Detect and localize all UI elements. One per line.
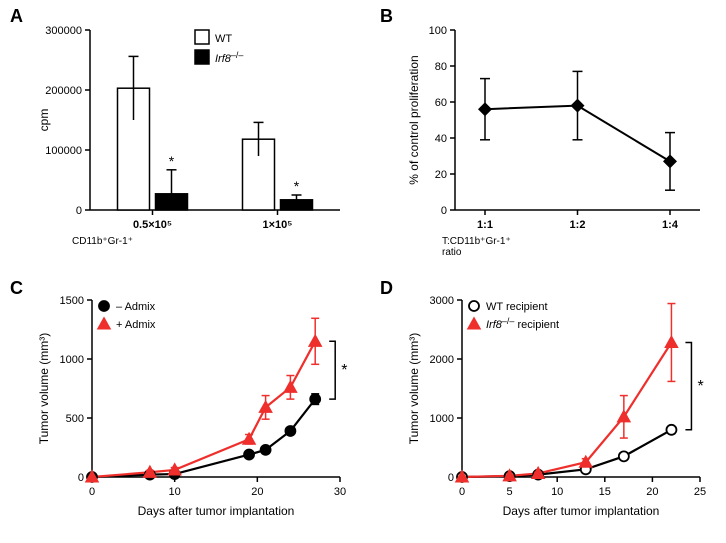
svg-text:*: * — [294, 178, 300, 194]
chart-a: 0 100000 200000 300000 cpm 0.5×10⁵ * 1×10⁵ * CD11… — [30, 10, 360, 260]
svg-text:1:2: 1:2 — [570, 219, 586, 231]
panel-label-c: C — [10, 278, 23, 299]
marker-triangle — [243, 433, 255, 444]
svg-text:1:4: 1:4 — [662, 219, 679, 231]
marker-diamond — [571, 99, 585, 113]
svg-text:T:CD11b⁺Gr-1⁺: T:CD11b⁺Gr-1⁺ — [442, 236, 511, 247]
svg-text:20: 20 — [435, 169, 447, 181]
marker-triangle — [665, 336, 677, 347]
svg-text:Days after tumor implantation: Days after tumor implantation — [503, 504, 660, 518]
svg-text:80: 80 — [435, 61, 447, 73]
svg-text:100: 100 — [429, 25, 447, 37]
svg-text:CD11b⁺Gr-1⁺: CD11b⁺Gr-1⁺ — [72, 236, 133, 247]
svg-text:1000: 1000 — [60, 354, 84, 366]
svg-text:Irf8–/–: Irf8–/– — [215, 50, 243, 65]
svg-text:0: 0 — [448, 472, 454, 484]
svg-text:0: 0 — [78, 472, 84, 484]
marker-circle — [244, 450, 254, 460]
svg-text:1×10⁵: 1×10⁵ — [263, 219, 293, 231]
chart-b: 0 20 40 60 80 100 % of control proliferation 1:… — [400, 10, 720, 260]
svg-text:1000: 1000 — [430, 413, 454, 425]
chart-d: 0 1000 2000 3000 0 5 10 15 20 25 Tumor volume (mm³… — [400, 282, 720, 537]
svg-text:10: 10 — [169, 486, 181, 498]
svg-text:300000: 300000 — [45, 25, 82, 37]
svg-text:0: 0 — [459, 486, 465, 498]
svg-text:*: * — [169, 153, 175, 169]
svg-text:20: 20 — [646, 486, 658, 498]
svg-text:WT recipient: WT recipient — [486, 301, 548, 313]
svg-text:1:1: 1:1 — [477, 219, 493, 231]
svg-text:15: 15 — [599, 486, 611, 498]
svg-text:*: * — [341, 362, 347, 379]
svg-text:Tumor volume (mm³): Tumor volume (mm³) — [37, 333, 51, 445]
svg-text:100000: 100000 — [45, 145, 82, 157]
svg-text:40: 40 — [435, 133, 447, 145]
panel-label-d: D — [380, 278, 393, 299]
svg-text:cpm: cpm — [37, 109, 51, 132]
svg-text:Irf8–/– recipient: Irf8–/– recipient — [486, 316, 559, 331]
svg-text:– Admix: – Admix — [116, 301, 156, 313]
svg-text:5: 5 — [507, 486, 513, 498]
svg-text:25: 25 — [694, 486, 706, 498]
chart-c: 0 500 1000 1500 0 10 20 30 Tumor volume (mm³) Day… — [30, 282, 360, 537]
marker-triangle — [309, 335, 321, 346]
svg-text:20: 20 — [251, 486, 263, 498]
svg-text:60: 60 — [435, 97, 447, 109]
marker-circle — [310, 394, 320, 404]
svg-text:2000: 2000 — [430, 354, 454, 366]
svg-text:ratio: ratio — [442, 247, 462, 258]
marker-circle — [285, 426, 295, 436]
marker-diamond — [478, 102, 492, 116]
svg-text:*: * — [697, 378, 703, 395]
svg-text:Days after tumor implantation: Days after tumor implantation — [138, 504, 295, 518]
svg-text:Tumor volume (mm³): Tumor volume (mm³) — [407, 333, 421, 445]
svg-text:200000: 200000 — [45, 85, 82, 97]
svg-text:0.5×10⁵: 0.5×10⁵ — [133, 219, 172, 231]
svg-text:0: 0 — [441, 205, 447, 217]
marker-triangle — [284, 381, 296, 392]
panel-label-a: A — [10, 6, 23, 27]
svg-text:0: 0 — [76, 205, 82, 217]
svg-text:1500: 1500 — [60, 295, 84, 307]
marker-circle — [666, 425, 676, 435]
svg-text:+ Admix: + Admix — [116, 319, 156, 331]
svg-text:WT: WT — [215, 33, 232, 45]
svg-text:3000: 3000 — [430, 295, 454, 307]
svg-text:30: 30 — [334, 486, 346, 498]
marker-circle — [261, 445, 271, 455]
svg-text:500: 500 — [66, 413, 84, 425]
marker-circle — [619, 451, 629, 461]
panel-label-b: B — [380, 6, 393, 27]
svg-text:0: 0 — [89, 486, 95, 498]
marker-triangle — [618, 411, 630, 422]
marker-diamond — [663, 154, 677, 168]
svg-text:% of control proliferation: % of control proliferation — [407, 55, 421, 184]
svg-text:10: 10 — [551, 486, 563, 498]
